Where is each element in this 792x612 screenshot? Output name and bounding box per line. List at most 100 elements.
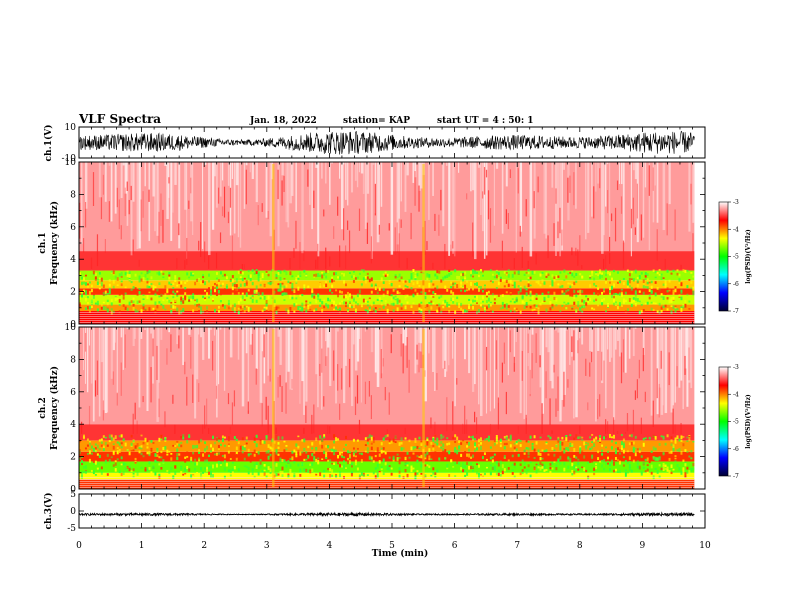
ch1-spectrogram-speckle [394,274,397,278]
ch1-spectrogram-speckle [265,303,268,307]
ch2-spectrogram-fleck [80,421,83,434]
ch2-spectrogram-speckle [98,439,101,442]
ch2-spectrogram-speckle [120,434,123,438]
ch2-spectrogram-speckle [110,434,113,438]
ch2-spectrogram-speckle [245,439,248,442]
ch2-spectrogram-speckle [664,442,667,446]
ch2-spectrogram-speckle [493,440,496,442]
ch1-spectrogram-streak [301,162,304,254]
ch2-spectrogram-speckle [354,459,357,463]
ch2-spectrogram-speckle [88,442,91,446]
ch1-spectrogram-speckle [587,301,590,303]
ch1-spectrogram-speckle [616,290,619,293]
ch3-waveform-yticks: 50-5 [67,490,705,534]
ch1-spectrogram-speckle [210,293,212,296]
ch2-spectrogram-speckle [479,437,482,441]
ch1-spectrogram-speckle [525,287,528,291]
ch1-spectrogram-speckle [335,304,338,307]
ch2-spectrogram-speckle [144,437,147,442]
ch1-spectrogram-speckle [612,269,615,273]
ch2-spectrogram-speckle [120,456,123,460]
ch1-spectrogram-speckle [223,273,226,277]
ch2-spectrogram-fleck [684,355,686,375]
ch2-spectrogram-fleck [206,398,208,427]
ch2-spectrogram-speckle [573,465,576,469]
ch2-spectrogram-speckle [346,460,349,465]
ch1-spectrogram-speckle [94,276,97,280]
ch2-spectrogram-streak [569,327,571,365]
ch1-spectrogram-speckle [531,296,534,300]
ch1-spectrogram-speckle [79,302,81,306]
ch2-spectrogram-speckle [690,467,693,472]
ch2-spectrogram-speckle [406,473,409,478]
date-label: Jan. 18, 2022 [249,116,317,126]
ch1-spectrogram-speckle [299,305,302,309]
ch1-spectrogram-speckle [622,277,625,281]
ch1-spectrogram-speckle [325,269,328,273]
ch1-spectrogram-speckle [410,280,413,283]
ch1-spectrogram-streak [458,162,460,173]
ch2-spectrogram-speckle [323,450,326,455]
ch2-spectrogram-speckle [200,473,203,477]
ch1-spectrogram-speckle [154,286,157,289]
ch1-spectrogram-speckle [277,288,280,291]
ch1-spectrogram-streak [362,162,365,194]
ch1-spectrogram-speckle [509,300,512,303]
ch2-spectrogram-streak [305,327,308,402]
ch1-spectrogram-speckle [672,296,675,300]
ch2-spectrogram-speckle [333,449,336,453]
ch1-spectrogram-speckle [243,283,246,287]
ch2-spectrogram-speckle [263,440,266,444]
ch1-spectrogram-speckle [519,310,522,314]
ch2-spectrogram-speckle [458,462,461,465]
ch2-spectrogram-speckle [470,456,473,459]
ch2-spectrogram-fleck [227,393,230,405]
ch2-spectrogram-speckle [215,438,218,441]
ch2-spectrogram-fleck [495,340,498,370]
ch1-spectrogram-speckle [158,282,161,286]
ch2-spectrogram-speckle [620,474,623,479]
ch1-spectrogram-speckle [660,293,663,296]
ch2-spectrogram-speckle [200,475,203,479]
ch2-spectrogram-speckle [529,461,532,464]
ch2-spectrogram-speckle [184,472,187,475]
ch1-spectrogram-speckle [374,306,377,310]
ch1-spectrogram-speckle [567,302,570,305]
ch2-spectrogram-speckle [458,449,461,453]
ch2-spectrogram-streak [210,327,212,330]
ch1-spectrogram-speckle [404,296,407,301]
ch2-spectrogram-fleck [215,385,218,399]
ch1-spectrogram-speckle [511,298,514,300]
ch2-spectrogram-speckle [134,445,137,449]
ch2-spectrogram-speckle [517,454,520,457]
ch2-spectrogram-speckle [348,454,351,458]
ch2-spectrogram-fleck [577,340,579,354]
ch2-spectrogram-speckle [84,470,87,474]
ch2-spectrogram-speckle [104,442,107,446]
ch2-spectrogram-speckle [499,473,502,477]
ch2-spectrogram-speckle [519,439,522,443]
ch2-spectrogram-speckle [96,462,99,465]
ch1-spectrogram-speckle [666,308,669,311]
ch2-spectrogram-speckle [249,459,252,463]
ch2-spectrogram-speckle [204,467,207,470]
ch1-spectrogram-speckle [472,288,475,291]
ch1-spectrogram-speckle [426,304,429,308]
ch1-spectrogram-speckle [118,273,121,277]
ch2-spectrogram-speckle [547,435,550,438]
ch2-spectrogram-speckle [348,459,351,464]
ch2-spectrogram-speckle [223,444,226,447]
ch2-spectrogram-streak [110,327,113,379]
ch1-spectrogram-speckle [553,291,556,296]
ch2-spectrogram-streak [146,327,149,412]
ch2-spectrogram-streak [138,327,141,408]
ch1-spectrogram-streak [364,162,367,229]
ch1-spectrogram-speckle [291,289,294,292]
ch1-spectrogram-speckle [374,283,377,287]
ch1-spectrogram-speckle [295,276,298,281]
ch2-spectrogram-speckle [380,466,383,469]
ch1-spectrogram-speckle [376,289,379,293]
ch1-spectrogram-fleck [140,199,142,232]
ch1-waveform-ytick-label: -10 [62,154,77,164]
ch2-spectrogram-speckle [666,434,669,438]
